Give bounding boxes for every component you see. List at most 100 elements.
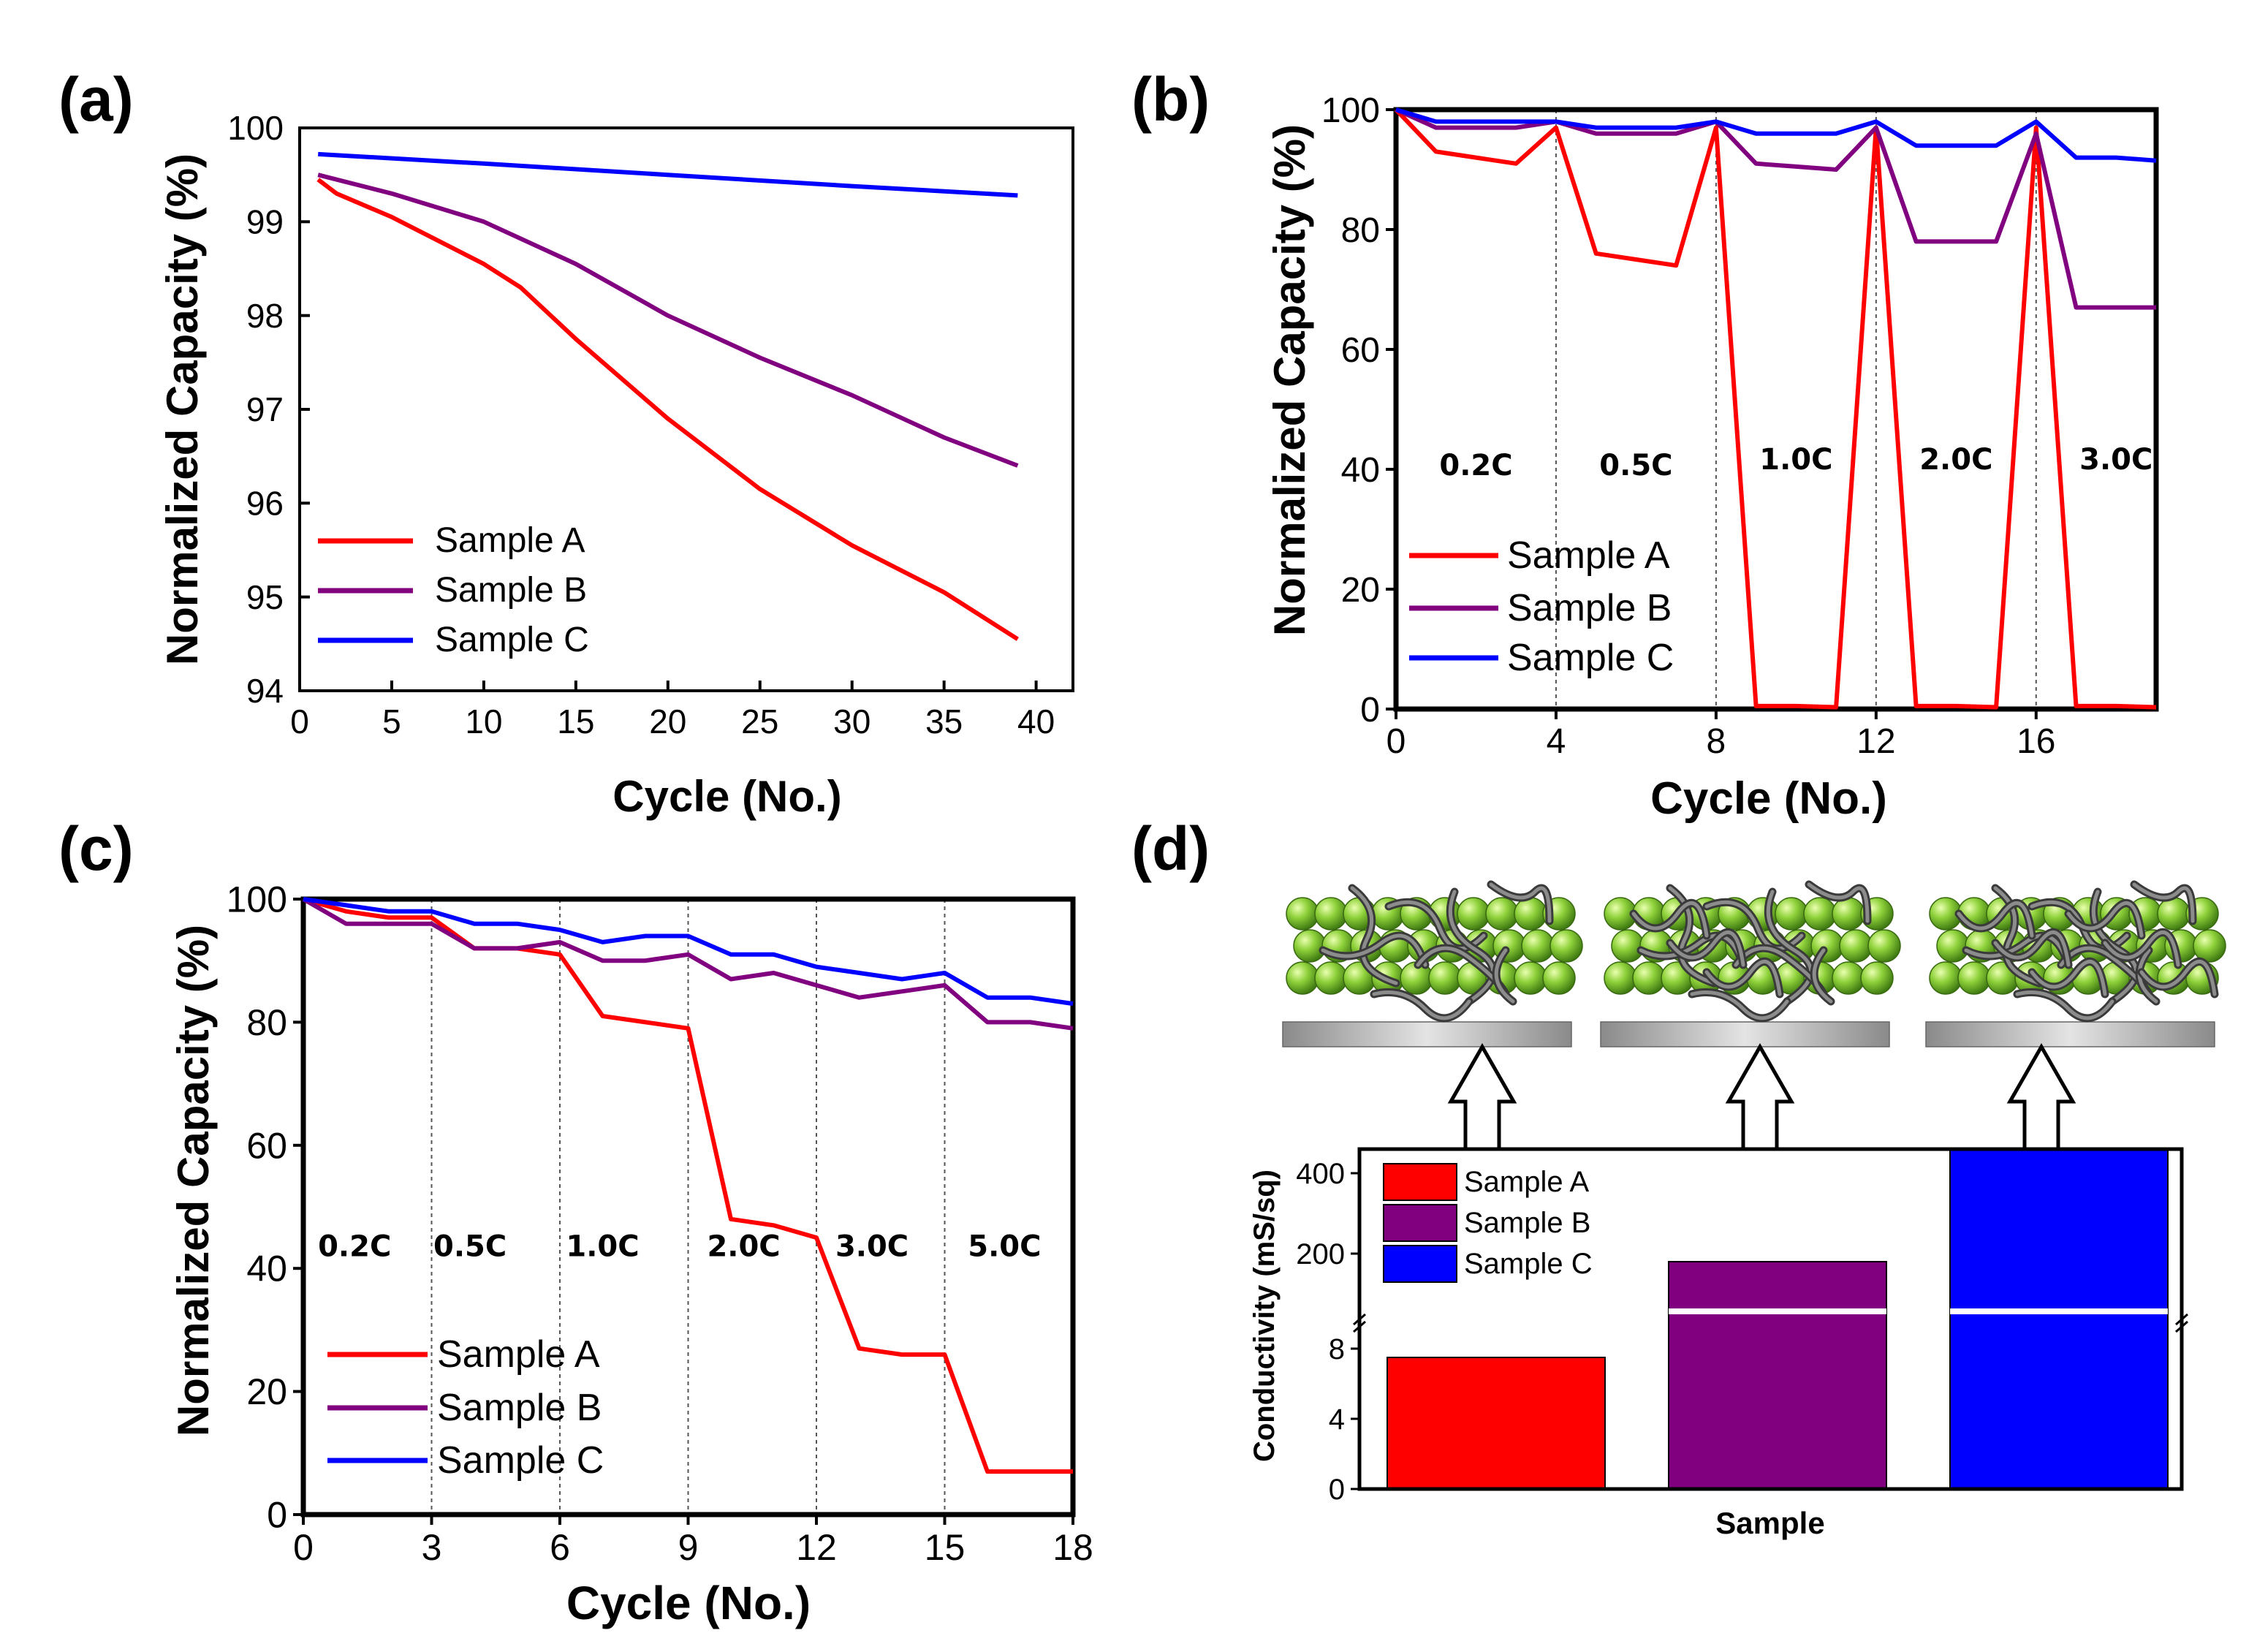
x-tick-label-12: 12 xyxy=(1856,722,1895,761)
x-tick-label-12: 12 xyxy=(796,1527,837,1568)
substrate-1 xyxy=(1282,1021,1572,1047)
y-tick-label-100: 100 xyxy=(227,109,284,147)
series-line-sample-a xyxy=(1394,107,2157,710)
legend-d-swatch-sample-b xyxy=(1383,1204,1457,1242)
legend-a-label-sample-c: Sample C xyxy=(435,621,589,659)
x-tick-label-5: 5 xyxy=(382,702,401,740)
bar-sample-a xyxy=(1387,1357,1606,1490)
y-tick-label-98: 98 xyxy=(246,297,284,335)
panel-c-legend: Sample A Sample B Sample C xyxy=(327,1333,604,1482)
bar-break-gap-sample-c xyxy=(1950,1308,2168,1314)
rate-label-0-2c: 0.2C xyxy=(1439,449,1512,482)
panel-d-ticks: 0 4 8 200 400 xyxy=(1296,1158,1359,1506)
panel-b-ylabel: Normalized Capacity (%) xyxy=(1265,124,1314,636)
x-tick-label-15: 15 xyxy=(557,702,594,740)
panel-c-ylabel: Normalized Capacity (%) xyxy=(169,925,218,1436)
electrode-schematics xyxy=(1282,880,2226,1047)
electrode-schematic-3 xyxy=(1925,880,2226,1047)
x-tick-label-20: 20 xyxy=(649,702,686,740)
y-tick-label-100: 100 xyxy=(1321,91,1380,130)
x-tick-label-9: 9 xyxy=(678,1527,699,1568)
arrow-sample-c xyxy=(2006,1042,2076,1151)
y-tick-label-8: 8 xyxy=(1329,1333,1345,1365)
series-line-sample-c xyxy=(1395,107,2157,163)
x-tick-label-30: 30 xyxy=(833,702,870,740)
bar-break-gap-sample-b xyxy=(1669,1308,1886,1314)
panel-d-ylabel: Conductivity (mS/sq) xyxy=(1248,1170,1281,1462)
panel-a-ylabel: Normalized Capacity (%) xyxy=(158,154,207,665)
panel-b-series xyxy=(1394,107,2157,710)
panel-b-xlabel: Cycle (No.) xyxy=(1650,773,1887,824)
electrode-schematic-2 xyxy=(1600,880,1901,1047)
x-tick-label-0: 0 xyxy=(293,1527,314,1568)
y-tick-label-95: 95 xyxy=(246,578,284,616)
panel-a-xlabel: Cycle (No.) xyxy=(612,772,841,821)
y-tick-label-20: 20 xyxy=(1341,571,1380,610)
panel-a-ticks: 0 5 10 15 20 25 30 35 40 94 95 96 97 98 99 100 xyxy=(227,109,1055,740)
panel-c-letter: (c) xyxy=(58,814,134,883)
y-tick-label-0: 0 xyxy=(1329,1474,1345,1506)
legend-b-label-sample-c: Sample C xyxy=(1507,637,1674,679)
y-tick-label-97: 97 xyxy=(246,390,284,428)
y-tick-label-100: 100 xyxy=(227,879,287,920)
y-tick-label-60: 60 xyxy=(1341,331,1380,370)
panel-b-frame xyxy=(1393,107,2159,712)
x-tick-label-10: 10 xyxy=(465,702,502,740)
x-tick-label-0: 0 xyxy=(290,702,309,740)
x-tick-label-35: 35 xyxy=(925,702,963,740)
x-tick-label-0: 0 xyxy=(1387,722,1406,761)
panel-a-legend: Sample A Sample B Sample C xyxy=(318,521,589,659)
panel-a-frame xyxy=(298,126,1074,692)
panel-c-rate-labels: 0.2C 0.5C 1.0C 2.0C 3.0C 5.0C xyxy=(318,1229,1041,1263)
bar-sample-c xyxy=(1949,1148,2169,1490)
x-tick-label-4: 4 xyxy=(1547,722,1566,761)
panel-c: (c) 0 3 6 9 12 15 18 0 20 40 60 80 100 0.2C 0.5C 1.0C 2… xyxy=(58,814,1093,1629)
rate-label-2-0c: 2.0C xyxy=(707,1229,780,1263)
panel-a-letter: (a) xyxy=(58,65,134,134)
y-tick-label-80: 80 xyxy=(1341,211,1380,250)
y-tick-label-0: 0 xyxy=(267,1495,287,1536)
panel-b-letter: (b) xyxy=(1131,65,1210,134)
x-tick-label-16: 16 xyxy=(2017,722,2055,761)
panel-d-legend: Sample A Sample B Sample C xyxy=(1383,1163,1593,1283)
substrate-3 xyxy=(1925,1021,2215,1047)
y-tick-label-20: 20 xyxy=(246,1371,287,1412)
panel-b-rate-labels: 0.2C 0.5C 1.0C 2.0C 3.0C xyxy=(1439,443,2152,482)
x-tick-label-3: 3 xyxy=(422,1527,442,1568)
series-line-sample-b xyxy=(302,897,1074,1031)
series-line-sample-a xyxy=(303,897,1073,1474)
legend-a-label-sample-a: Sample A xyxy=(435,521,585,560)
panel-a-series xyxy=(316,151,1020,641)
panel-b-ticks: 0 4 8 12 16 0 20 40 60 80 100 xyxy=(1321,91,2056,761)
rate-label-0-5c: 0.5C xyxy=(433,1229,507,1263)
panel-b-dividers xyxy=(1555,110,2037,709)
panel-c-series xyxy=(302,897,1074,1474)
legend-c-label-sample-b: Sample B xyxy=(437,1387,602,1429)
legend-a-label-sample-b: Sample B xyxy=(435,571,587,610)
rate-label-5-0c: 5.0C xyxy=(968,1229,1041,1263)
legend-d-swatch-sample-c xyxy=(1383,1245,1457,1283)
y-tick-label-80: 80 xyxy=(246,1002,287,1043)
legend-d-label-sample-c: Sample C xyxy=(1464,1248,1593,1280)
substrate-2 xyxy=(1600,1021,1890,1047)
rate-label-0-2c: 0.2C xyxy=(318,1229,391,1263)
panel-b-legend: Sample A Sample B Sample C xyxy=(1409,534,1674,679)
legend-c-label-sample-c: Sample C xyxy=(437,1439,604,1482)
panel-c-dividers xyxy=(430,899,946,1515)
legend-d-label-sample-a: Sample A xyxy=(1464,1166,1590,1198)
axis-break-left xyxy=(1353,1313,1366,1333)
series-line-sample-b xyxy=(1395,107,2156,310)
legend-d-swatch-sample-a xyxy=(1383,1163,1457,1201)
panel-d-xlabel: Sample xyxy=(1715,1506,1824,1540)
y-tick-label-40: 40 xyxy=(246,1249,287,1289)
series-line-sample-b xyxy=(317,173,1019,468)
series-line-sample-a xyxy=(316,178,1020,641)
rate-label-1-0c: 1.0C xyxy=(566,1229,639,1263)
y-tick-label-200: 200 xyxy=(1296,1238,1345,1270)
panel-b: (b) 0 4 8 12 16 0 20 40 60 80 100 0.2C 0.5C 1.0C 2.0C… xyxy=(1131,65,2159,824)
y-tick-label-0: 0 xyxy=(1360,691,1380,730)
y-tick-label-94: 94 xyxy=(246,672,284,710)
axis-break-right xyxy=(2175,1313,2188,1333)
series-line-sample-c xyxy=(318,151,1018,198)
